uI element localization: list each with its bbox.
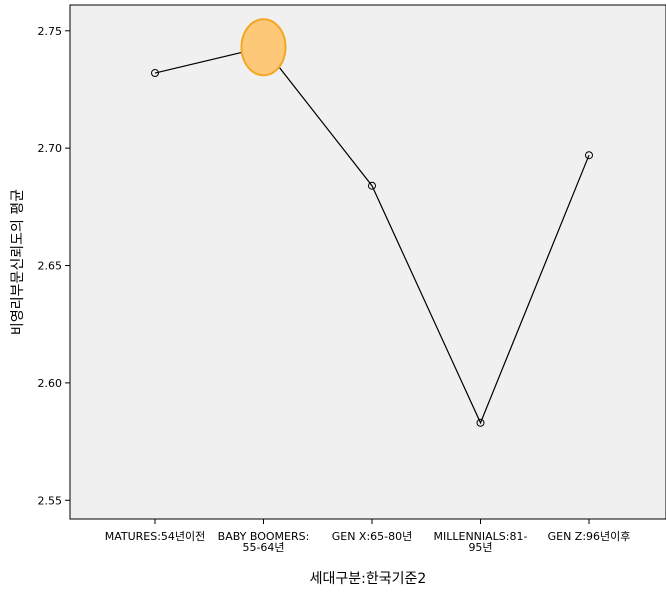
x-axis-title: 세대구분:한국기준2	[310, 571, 427, 587]
series-line	[154, 46, 590, 425]
y-tick-label: 2.70	[38, 142, 63, 155]
y-axis: 2.55 2.60 2.65 2.70 2.75	[38, 25, 70, 507]
data-point	[368, 181, 376, 190]
y-tick-label: 2.75	[38, 25, 63, 38]
plot-area	[69, 4, 666, 520]
y-axis-title: 비영리부문신뢰도의 평균	[10, 189, 26, 335]
x-tick-label: 95년	[468, 541, 492, 554]
y-tick-label: 2.55	[38, 494, 63, 507]
x-tick-label: GEN X:65-80년	[332, 530, 413, 543]
data-point	[585, 151, 593, 160]
x-tick-label: 55-64년	[242, 541, 284, 554]
y-tick-label: 2.60	[38, 377, 63, 390]
x-tick-label: GEN Z:96년이후	[548, 530, 631, 543]
data-point	[476, 418, 485, 427]
x-tick-label: MATURES:54년이전	[105, 530, 206, 543]
x-tick-label: MILLENNIALS:81-	[434, 530, 528, 543]
series-layer	[151, 18, 593, 427]
x-tick-label: BABY BOOMERS:	[218, 530, 310, 543]
highlight-marker	[240, 18, 287, 77]
data-point	[151, 69, 159, 78]
x-axis: MATURES:54년이전 BABY BOOMERS:55-64년 GEN X:65…	[105, 519, 631, 554]
y-tick-label: 2.65	[38, 260, 63, 273]
